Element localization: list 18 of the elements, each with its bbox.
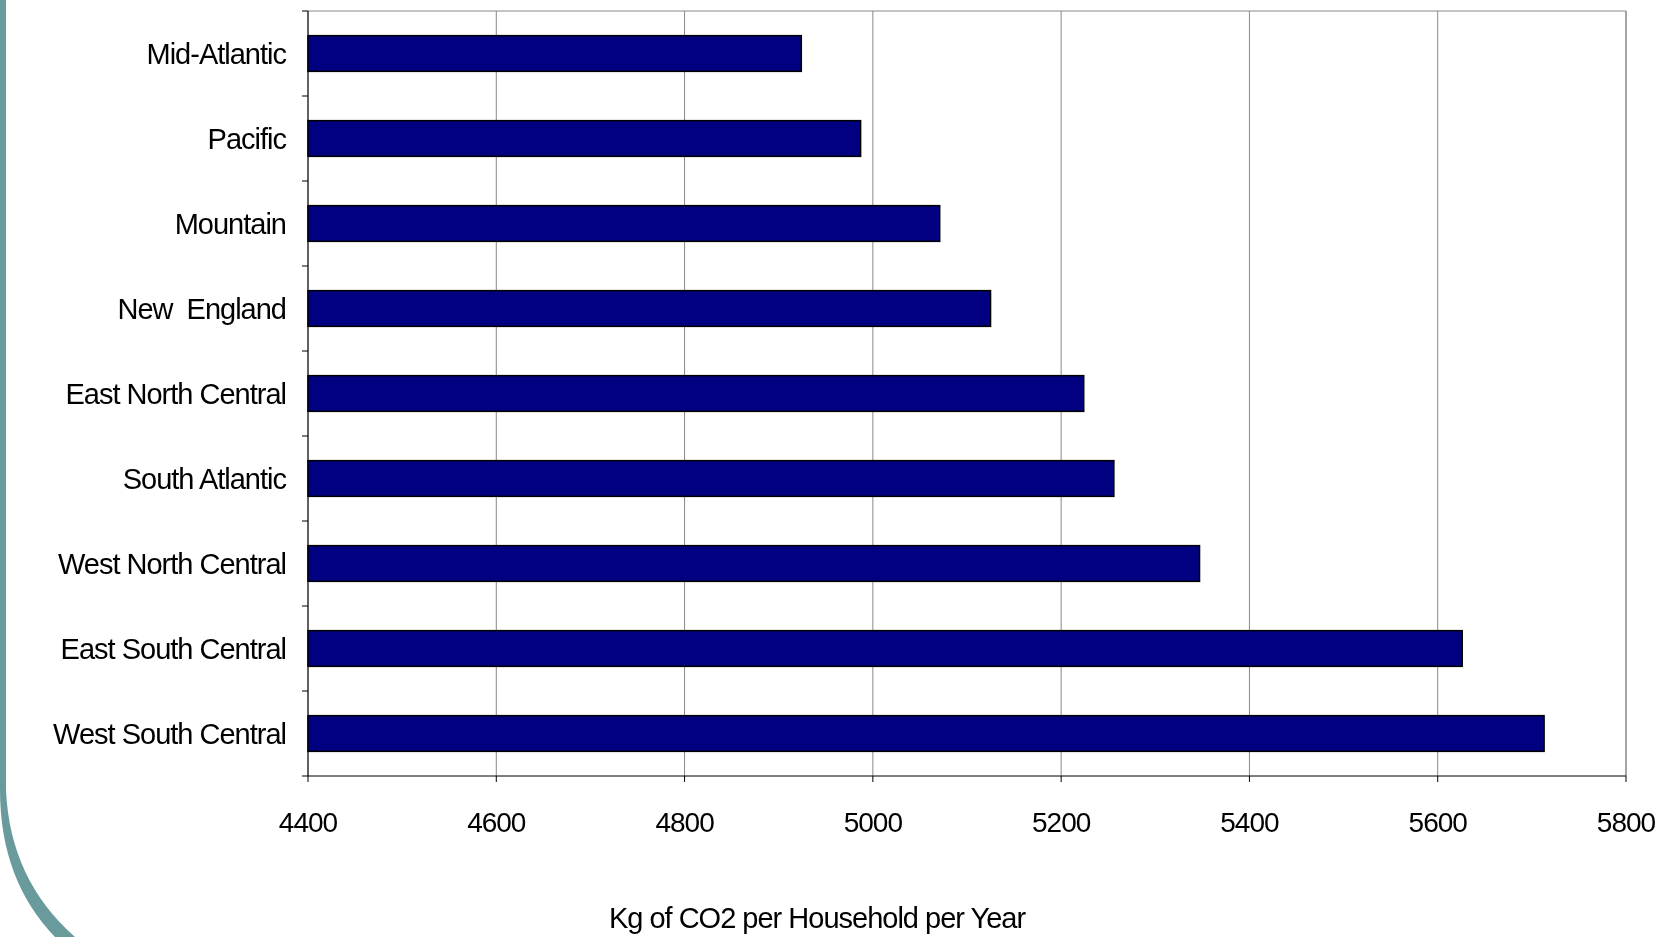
x-tick-label: 4800 — [655, 807, 715, 838]
x-tick-label: 5200 — [1031, 807, 1091, 838]
y-tick-label: East South Central — [60, 632, 286, 665]
y-tick-label: Mid-Atlantic — [146, 37, 287, 70]
y-tick-label: New England — [117, 292, 286, 325]
y-tick-label: East North Central — [65, 377, 286, 410]
y-tick-label: West North Central — [57, 547, 286, 580]
y-tick-label: West South Central — [53, 717, 286, 750]
x-tick-label: 4400 — [278, 807, 338, 838]
y-tick-label: Mountain — [174, 207, 286, 240]
x-tick-label: 4600 — [467, 807, 526, 838]
x-tick-label: 5400 — [1220, 807, 1279, 838]
x-axis-title: Kg of CO2 per Household per Year — [608, 902, 1027, 934]
y-tick-label: Pacific — [207, 122, 287, 155]
x-tick-label: 5800 — [1596, 807, 1656, 838]
x-tick-label: 5000 — [843, 807, 903, 838]
x-tick-label: 5600 — [1408, 807, 1468, 838]
y-tick-label: South Atlantic — [122, 462, 287, 495]
